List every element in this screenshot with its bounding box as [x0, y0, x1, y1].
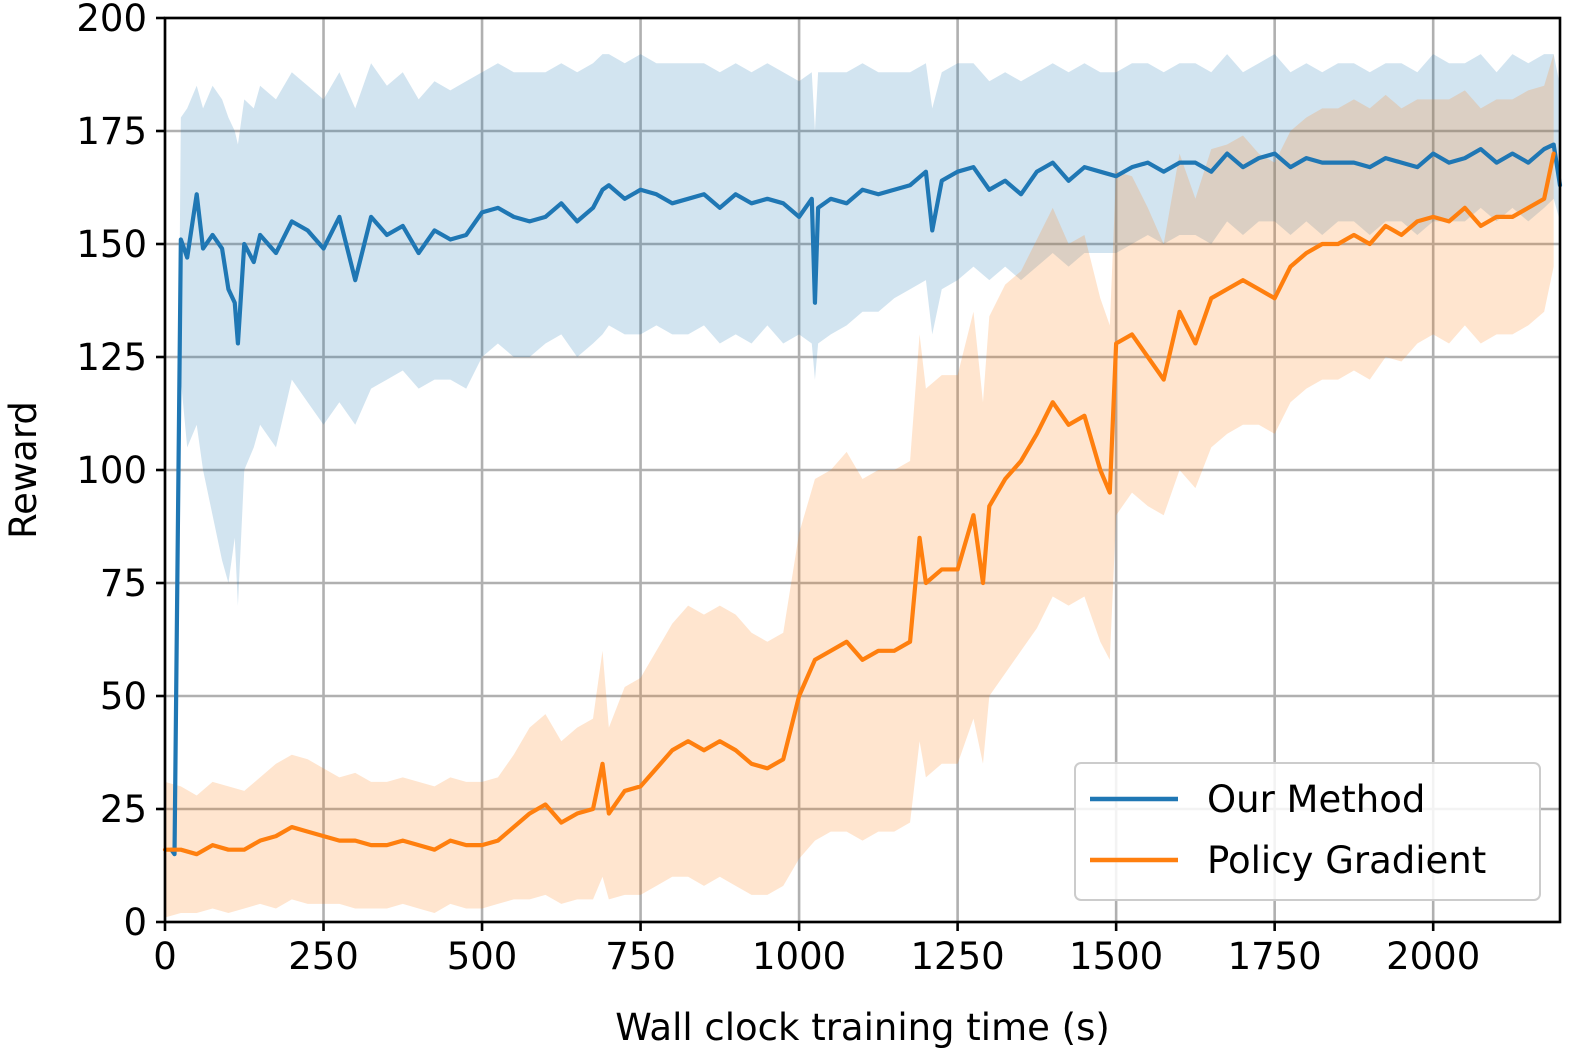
y-axis-title: Reward [2, 401, 45, 539]
legend-box [1074, 762, 1541, 901]
axis-ticks: 0 250 500 750 1000 1250 1500 1750 2000 0 25 50 75 100… [76, 0, 1480, 978]
x-tick-label-0: 0 [153, 935, 177, 978]
x-tick-label-6: 1500 [1069, 935, 1163, 978]
line-policy-gradient [162, 151, 1556, 857]
y-tick-label-4: 100 [76, 449, 147, 492]
y-tick-label-6: 150 [76, 223, 147, 266]
y-tick-label-7: 175 [76, 110, 147, 153]
y-tick-label-1: 25 [100, 788, 147, 831]
x-axis-title: Wall clock training time (s) [615, 1006, 1110, 1049]
y-tick-label-3: 75 [100, 562, 147, 605]
confidence-bands [165, 54, 1560, 918]
legend-label-policy-gradient: Policy Gradient [1207, 839, 1486, 882]
legend-label-our-method: Our Method [1207, 778, 1425, 821]
x-tick-label-2: 500 [447, 935, 518, 978]
x-tick-label-5: 1250 [911, 935, 1005, 978]
y-tick-label-8: 200 [76, 0, 147, 40]
legend: Our Method Policy Gradient [1074, 762, 1541, 901]
y-tick-label-2: 50 [100, 675, 147, 718]
y-tick-label-5: 125 [76, 336, 147, 379]
line-our-method [169, 142, 1563, 857]
x-tick-label-8: 2000 [1386, 935, 1480, 978]
y-tick-label-0: 0 [123, 901, 147, 944]
band-our-method [171, 54, 1560, 855]
x-tick-label-1: 250 [288, 935, 359, 978]
band-policy-gradient [165, 54, 1554, 918]
series-lines [162, 142, 1563, 857]
x-tick-label-3: 750 [605, 935, 676, 978]
x-tick-label-4: 1000 [752, 935, 846, 978]
x-tick-label-7: 1750 [1228, 935, 1322, 978]
